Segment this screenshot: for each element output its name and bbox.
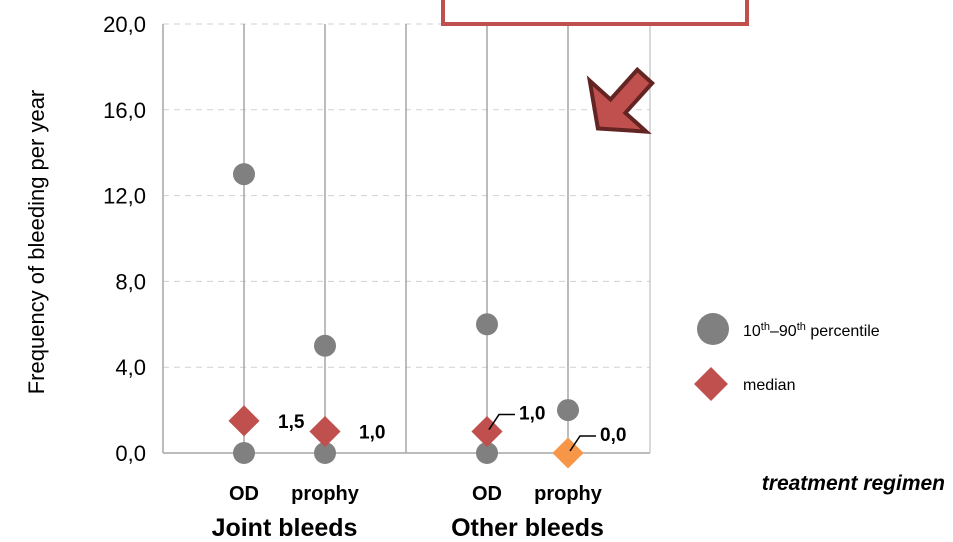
percentile-point	[314, 334, 336, 357]
median-point	[552, 437, 584, 469]
x-axis-title: treatment regimen	[762, 472, 945, 495]
y-tick-label: 4,0	[115, 355, 146, 380]
median-data-label: 0,0	[600, 425, 626, 446]
group-labels: Joint bleeds Other bleeds	[212, 514, 604, 542]
percentile-point	[476, 313, 498, 336]
category-lines	[243, 24, 569, 453]
y-axis-label: Frequency of bleeding per year	[24, 90, 49, 395]
percentile-point	[476, 442, 498, 464]
category-label: OD	[472, 483, 502, 505]
category-label: OD	[229, 483, 259, 505]
data-labels: 1,5 1,0 1,0 0,0	[278, 400, 626, 452]
callout-arrow-icon	[586, 66, 655, 134]
percentile-point	[314, 442, 336, 464]
y-tick-label: 8,0	[115, 269, 146, 294]
label-mask	[396, 400, 405, 445]
legend-percentile-label: 10th–90th percentile	[743, 321, 880, 340]
data-points	[228, 163, 584, 469]
median-point	[309, 415, 341, 448]
percentile-point	[233, 163, 255, 186]
legend-median-label: median	[743, 377, 795, 394]
category-label: prophy	[534, 483, 603, 505]
y-tick-label: 12,0	[103, 184, 146, 209]
data-label-leader	[569, 435, 596, 452]
category-labels: OD prophy OD prophy	[229, 483, 603, 505]
legend-diamond-icon	[694, 367, 728, 401]
median-point	[471, 415, 503, 448]
y-tick-label: 20,0	[103, 12, 146, 37]
y-tick-label: 16,0	[103, 98, 146, 123]
median-data-label: 1,0	[519, 404, 545, 425]
legend-circle-icon	[697, 313, 729, 345]
y-tick-labels: 0,0 4,0 8,0 12,0 16,0 20,0	[103, 12, 146, 466]
median-point	[228, 405, 260, 437]
median-data-label: 1,5	[278, 412, 305, 433]
data-label-leader	[488, 413, 515, 430]
percentile-point	[233, 442, 255, 464]
callout-box	[441, 0, 749, 26]
category-label: prophy	[291, 483, 360, 505]
percentile-point	[557, 399, 579, 422]
group-label: Other bleeds	[451, 514, 604, 542]
median-data-label: 1,0	[359, 423, 385, 444]
y-tick-label: 0,0	[115, 441, 146, 466]
group-label: Joint bleeds	[212, 514, 358, 542]
legend: 10th–90th percentile median	[694, 313, 880, 401]
